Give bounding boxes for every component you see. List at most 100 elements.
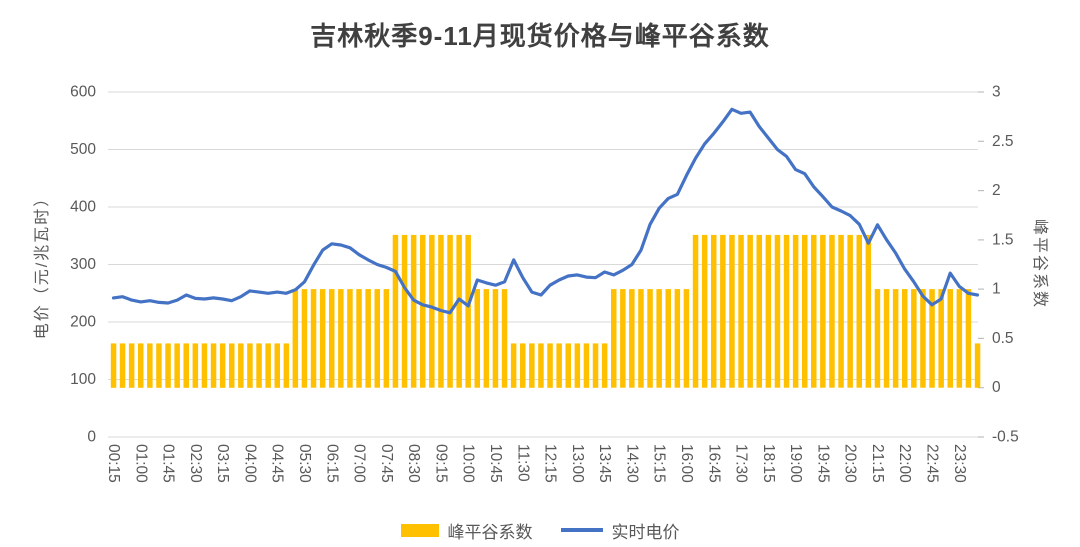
bar	[974, 343, 981, 388]
bar	[301, 289, 308, 388]
bar	[492, 289, 499, 388]
bar	[265, 343, 271, 388]
x-tick-label: 04:00	[241, 444, 258, 483]
bar	[556, 343, 562, 388]
x-tick-label: 05:30	[296, 444, 313, 483]
left-tick-label: 600	[70, 84, 96, 101]
bar	[929, 289, 935, 388]
bar	[574, 343, 581, 388]
left-axis-labels: 0 100 200 300 400 500 600	[70, 84, 96, 446]
right-tick-label: 0	[992, 379, 1001, 396]
right-tick-label: 1	[992, 281, 1001, 298]
bar	[256, 343, 262, 388]
bar	[792, 234, 799, 388]
bar	[856, 234, 862, 388]
bar	[601, 343, 608, 388]
bar	[383, 289, 390, 388]
bar	[520, 343, 526, 388]
x-tick-label: 07:45	[378, 444, 395, 483]
bar	[210, 343, 217, 388]
bar	[538, 343, 544, 388]
legend-label-price: 实时电价	[611, 522, 680, 542]
bar	[711, 234, 717, 388]
bar	[865, 234, 872, 388]
x-tick-label: 19:00	[787, 444, 804, 483]
bar	[128, 343, 135, 388]
bar	[765, 234, 772, 388]
bar	[620, 289, 626, 388]
bar	[692, 234, 699, 388]
bar	[720, 234, 726, 388]
bar	[747, 234, 753, 388]
x-tick-label: 01:00	[132, 444, 149, 483]
bar-series-swatch	[400, 523, 439, 537]
x-tick-label: 01:45	[160, 444, 177, 483]
bar	[592, 343, 599, 388]
x-tick-label: 10:45	[487, 444, 504, 483]
bar	[920, 289, 926, 388]
left-axis-title: 电价（元/兆瓦时）	[34, 188, 51, 340]
bar	[510, 343, 517, 388]
bar	[183, 343, 189, 388]
bar	[401, 234, 408, 388]
right-axis-labels: -0.5 0 0.5 1 1.5 2 2.5 3	[992, 84, 1019, 446]
bar	[274, 343, 280, 388]
x-tick-label: 16:45	[705, 444, 722, 483]
bar	[802, 234, 808, 388]
x-tick-label: 22:45	[924, 444, 941, 483]
bar	[465, 234, 471, 388]
x-tick-label: 04:45	[269, 444, 286, 483]
right-tick-label: -0.5	[992, 429, 1019, 446]
x-tick-label: 17:30	[733, 444, 750, 483]
bar	[420, 234, 426, 388]
bar	[110, 343, 117, 388]
bar	[156, 343, 162, 388]
left-tick-label: 500	[70, 141, 96, 158]
right-tick-label: 2	[992, 182, 1001, 199]
bar	[847, 234, 853, 388]
bar	[947, 289, 953, 388]
x-tick-label: 08:30	[405, 444, 422, 483]
x-tick-label: 15:15	[651, 444, 668, 483]
bar	[883, 289, 890, 388]
bar	[892, 289, 899, 388]
left-tick-label: 300	[70, 256, 96, 273]
right-axis-title: 峰平谷系数	[1031, 218, 1048, 310]
bar	[774, 234, 781, 388]
price-line	[111, 107, 980, 315]
bar	[547, 343, 553, 388]
chart-title: 吉林秋季9-11月现货价格与峰平谷系数	[310, 21, 770, 51]
bar	[219, 343, 226, 388]
bar	[729, 234, 735, 388]
bar	[283, 343, 290, 388]
bar	[165, 343, 171, 388]
bar	[365, 289, 371, 388]
bar	[874, 289, 881, 388]
bar	[911, 289, 917, 388]
bar	[192, 343, 199, 388]
bar	[501, 289, 508, 388]
bar	[292, 289, 299, 388]
x-tick-label: 03:15	[214, 444, 231, 483]
bar	[474, 289, 480, 388]
bar	[410, 234, 417, 388]
right-tick-label: 0.5	[992, 330, 1014, 347]
bar	[374, 289, 380, 388]
left-tick-label: 100	[70, 371, 96, 388]
bar	[629, 289, 635, 388]
bar	[201, 343, 208, 388]
bar	[529, 343, 535, 388]
x-tick-label: 07:00	[351, 444, 368, 483]
legend-label-coefficient: 峰平谷系数	[447, 522, 533, 542]
x-tick-label: 00:15	[105, 444, 122, 483]
bar	[683, 289, 690, 388]
x-tick-label: 02:30	[187, 444, 204, 483]
bar	[429, 234, 435, 388]
legend: 峰平谷系数 实时电价	[0, 517, 1080, 543]
bar	[347, 289, 353, 388]
bar	[238, 343, 244, 388]
bar	[811, 234, 817, 388]
right-tick-label: 2.5	[992, 133, 1014, 150]
bar	[119, 343, 126, 388]
